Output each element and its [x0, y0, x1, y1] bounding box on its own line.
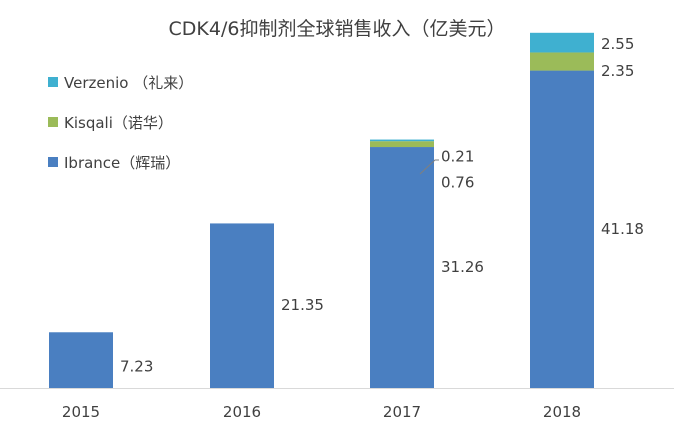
bar-2015-series-0 — [49, 332, 113, 388]
bar-2017-series-1 — [370, 141, 434, 148]
x-tick-label: 2015 — [62, 403, 100, 421]
legend-label-ibrance: Ibrance（辉瑞） — [64, 153, 181, 172]
legend-item-verzenio: Verzenio （礼来） — [48, 72, 193, 92]
x-tick-label: 2016 — [223, 403, 261, 421]
bar-2018-series-2 — [530, 32, 594, 53]
data-label: 41.18 — [601, 220, 644, 238]
chart-title: CDK4/6抑制剂全球销售收入（亿美元） — [168, 18, 506, 40]
legend-swatch-ibrance — [48, 157, 58, 167]
legend-item-kisqali: Kisqali（诺华） — [48, 112, 193, 132]
legend-item-ibrance: Ibrance（辉瑞） — [48, 152, 193, 172]
data-label: 0.76 — [441, 174, 474, 192]
data-label: 2.35 — [601, 62, 634, 80]
bar-2017-series-2 — [370, 139, 434, 142]
bar-2017-series-0 — [370, 147, 434, 388]
bar-2018-series-1 — [530, 52, 594, 71]
legend-label-kisqali: Kisqali（诺华） — [64, 113, 173, 132]
bar-2018-series-0 — [530, 70, 594, 388]
data-label: 2.55 — [601, 35, 634, 53]
data-label: 21.35 — [281, 296, 324, 314]
data-label: 31.26 — [441, 258, 484, 276]
bar-2016-series-0 — [210, 223, 274, 388]
data-label: 0.21 — [441, 148, 474, 166]
data-label: 7.23 — [120, 358, 153, 376]
legend-label-verzenio: Verzenio （礼来） — [64, 73, 194, 92]
leader-line — [419, 159, 439, 175]
x-tick-label: 2018 — [543, 403, 581, 421]
legend-swatch-kisqali — [48, 117, 58, 127]
x-tick-label: 2017 — [383, 403, 421, 421]
legend-swatch-verzenio — [48, 77, 58, 87]
legend: Verzenio （礼来） Kisqali（诺华） Ibrance（辉瑞） — [48, 72, 193, 192]
